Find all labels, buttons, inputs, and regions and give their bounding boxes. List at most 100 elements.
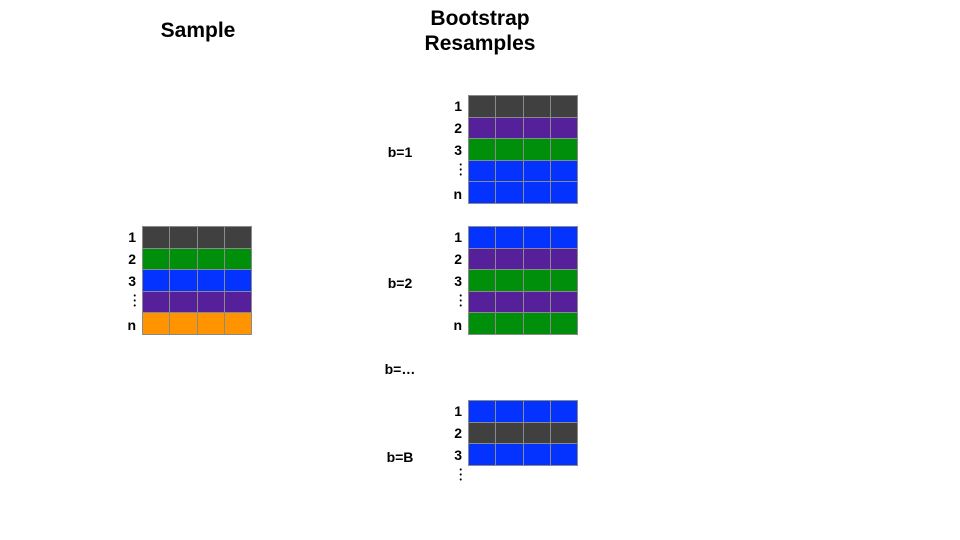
- grid-cell-orange: [197, 313, 225, 335]
- resamples-title-line2: Resamples: [424, 32, 536, 55]
- grid-cell-blue: [523, 227, 551, 249]
- grid-cell-gray: [496, 96, 524, 118]
- sample-row-labels: 1 2 3 • • • n: [116, 226, 136, 336]
- grid-cell-purple: [523, 248, 551, 270]
- grid-cell-purple: [523, 117, 551, 139]
- vertical-ellipsis-icon: • • •: [459, 162, 462, 179]
- resample-label-b1: b=1: [387, 144, 413, 160]
- grid-cell-purple: [550, 248, 578, 270]
- row-label: • • •: [442, 292, 462, 314]
- grid-cell-blue: [469, 444, 497, 466]
- grid-cell-blue: [224, 270, 252, 292]
- grid-cell-blue: [523, 444, 551, 466]
- grid-cell-blue: [469, 182, 497, 204]
- grid-cell-blue: [143, 270, 171, 292]
- grid-cell-gray: [469, 422, 497, 444]
- resample-b1-grid: [468, 95, 578, 204]
- resample-label-ellipsis: b=…: [384, 361, 416, 377]
- vertical-ellipsis-icon: • • •: [133, 293, 136, 310]
- grid-cell-gray: [469, 96, 497, 118]
- sample-grid: [142, 226, 252, 335]
- grid-cell-gray: [550, 422, 578, 444]
- row-label: 2: [128, 251, 136, 267]
- grid-cell-purple: [496, 248, 524, 270]
- row-label: 1: [454, 229, 462, 245]
- grid-cell-gray: [224, 227, 252, 249]
- resample-label-b2: b=2: [387, 275, 413, 291]
- row-label: 1: [454, 403, 462, 419]
- row-label: 1: [128, 229, 136, 245]
- grid-cell-purple: [550, 117, 578, 139]
- grid-cell-blue: [550, 401, 578, 423]
- row-label: 3: [454, 447, 462, 463]
- row-label: 2: [454, 425, 462, 441]
- grid-cell-purple: [197, 291, 225, 313]
- grid-cell-gray: [170, 227, 198, 249]
- grid-cell-purple: [550, 291, 578, 313]
- grid-cell-green: [143, 248, 171, 270]
- grid-cell-blue: [496, 444, 524, 466]
- resamples-title-line1: Bootstrap: [430, 7, 530, 30]
- resample-b1-row-labels: 1 2 3 • • • n: [442, 95, 462, 205]
- grid-cell-blue: [550, 160, 578, 182]
- resample-b2-row-labels: 1 2 3 • • • n: [442, 226, 462, 336]
- grid-cell-green: [197, 248, 225, 270]
- grid-cell-purple: [469, 291, 497, 313]
- grid-cell-green: [469, 139, 497, 161]
- grid-cell-gray: [523, 422, 551, 444]
- grid-cell-blue: [496, 401, 524, 423]
- grid-cell-blue: [523, 401, 551, 423]
- grid-cell-purple: [170, 291, 198, 313]
- grid-cell-blue: [170, 270, 198, 292]
- grid-cell-purple: [496, 291, 524, 313]
- grid-cell-orange: [143, 313, 171, 335]
- row-label: • • •: [442, 161, 462, 183]
- grid-cell-blue: [496, 227, 524, 249]
- row-label: 3: [454, 142, 462, 158]
- row-label: n: [453, 317, 462, 333]
- grid-cell-blue: [496, 160, 524, 182]
- grid-cell-orange: [170, 313, 198, 335]
- row-label: 2: [454, 251, 462, 267]
- grid-cell-green: [523, 313, 551, 335]
- grid-cell-green: [496, 270, 524, 292]
- grid-cell-gray: [143, 227, 171, 249]
- grid-cell-green: [523, 270, 551, 292]
- resamples-title: Bootstrap Resamples: [380, 6, 580, 56]
- grid-cell-purple: [496, 117, 524, 139]
- sample-title-text: Sample: [160, 19, 236, 42]
- grid-cell-green: [224, 248, 252, 270]
- grid-cell-green: [469, 313, 497, 335]
- grid-cell-blue: [550, 227, 578, 249]
- vertical-ellipsis-icon: • • •: [459, 293, 462, 310]
- row-label: 1: [454, 98, 462, 114]
- row-label: 2: [454, 120, 462, 136]
- grid-cell-purple: [523, 291, 551, 313]
- grid-cell-blue: [523, 160, 551, 182]
- vertical-ellipsis-icon: • • •: [459, 467, 462, 484]
- grid-cell-green: [496, 139, 524, 161]
- grid-cell-purple: [469, 117, 497, 139]
- grid-cell-blue: [550, 444, 578, 466]
- grid-cell-blue: [496, 182, 524, 204]
- grid-cell-blue: [469, 160, 497, 182]
- row-label: n: [127, 317, 136, 333]
- resample-b2-grid: [468, 226, 578, 335]
- resample-bB-row-labels: 1 2 3 • • •: [442, 400, 462, 488]
- grid-cell-green: [469, 270, 497, 292]
- grid-cell-blue: [197, 270, 225, 292]
- grid-cell-gray: [496, 422, 524, 444]
- grid-cell-gray: [550, 96, 578, 118]
- resample-bB-grid: [468, 400, 578, 466]
- row-label: • • •: [442, 466, 462, 488]
- grid-cell-gray: [197, 227, 225, 249]
- sample-title: Sample: [138, 18, 258, 43]
- grid-cell-green: [550, 270, 578, 292]
- grid-cell-green: [523, 139, 551, 161]
- grid-cell-blue: [469, 227, 497, 249]
- grid-cell-blue: [523, 182, 551, 204]
- grid-cell-green: [550, 313, 578, 335]
- grid-cell-purple: [224, 291, 252, 313]
- grid-cell-green: [550, 139, 578, 161]
- grid-cell-purple: [469, 248, 497, 270]
